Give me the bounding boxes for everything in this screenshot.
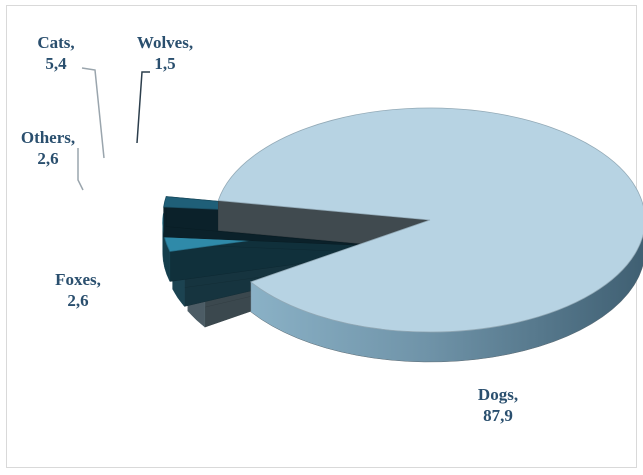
- label-cats-name: Cats,: [37, 33, 74, 52]
- data-label-dogs: Dogs, 87,9: [478, 385, 518, 425]
- data-label-foxes: Foxes, 2,6: [55, 270, 101, 310]
- label-wolves-value: 1,5: [154, 54, 175, 73]
- leader-line-cats: [81, 67, 105, 159]
- label-dogs-name: Dogs,: [478, 385, 518, 404]
- data-label-others: Others, 2,6: [21, 128, 75, 168]
- label-dogs-value: 87,9: [483, 406, 513, 425]
- label-others-value: 2,6: [37, 149, 58, 168]
- label-foxes-value: 2,6: [67, 291, 88, 310]
- label-wolves-name: Wolves,: [137, 33, 193, 52]
- data-label-wolves: Wolves, 1,5: [137, 33, 193, 73]
- leader-line-wolves: [136, 71, 150, 144]
- pie-slice-dogs: [217, 107, 643, 363]
- label-others-name: Others,: [21, 128, 75, 147]
- label-cats-value: 5,4: [45, 54, 67, 73]
- data-label-cats: Cats, 5,4: [37, 33, 74, 73]
- label-foxes-name: Foxes,: [55, 270, 101, 289]
- leader-line-others: [77, 148, 84, 191]
